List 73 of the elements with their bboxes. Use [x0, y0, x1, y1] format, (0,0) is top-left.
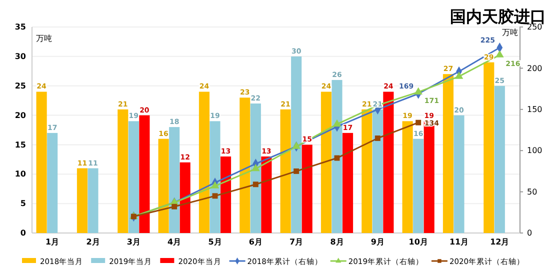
- bar: [402, 121, 413, 233]
- point: [334, 155, 340, 161]
- x-tick-label: 11月: [449, 238, 469, 247]
- point: [252, 182, 258, 188]
- bar: [118, 109, 128, 233]
- x-tick-label: 7月: [290, 238, 304, 247]
- x-tick-label: 5月: [208, 238, 222, 247]
- y2-tick-label: 50: [527, 187, 538, 196]
- point: [496, 50, 504, 58]
- y2-tick-label: 150: [527, 104, 542, 114]
- point: [332, 119, 342, 127]
- y-tick-label: 35: [14, 22, 26, 32]
- bar: [76, 168, 88, 233]
- bar: [240, 98, 250, 233]
- bar: [484, 62, 494, 233]
- y-tick-label: 10: [14, 170, 26, 179]
- y-tick-label: 5: [20, 199, 26, 208]
- bar: [128, 121, 139, 233]
- bar: [442, 74, 454, 233]
- point: [252, 164, 260, 172]
- x-tick-label: 9月: [370, 238, 384, 247]
- x-tick-label: 1月: [46, 238, 60, 247]
- y-tick-label: 15: [14, 140, 26, 150]
- point: [374, 136, 380, 141]
- bar: [342, 132, 354, 233]
- y2-tick-label: 200: [527, 64, 542, 73]
- y-tick-label: 20: [14, 110, 26, 120]
- chart-title: 国内天胶进口: [450, 7, 546, 26]
- bar: [413, 138, 424, 233]
- bar: [332, 80, 342, 233]
- bar: [210, 121, 220, 233]
- bar: [383, 92, 394, 233]
- bar: [47, 132, 58, 233]
- point: [414, 87, 422, 94]
- bar: [302, 144, 312, 233]
- x-tick-label: 12月: [490, 238, 510, 247]
- bar: [320, 92, 332, 233]
- y2-axis-title: 万吨: [502, 28, 518, 37]
- bar: [158, 138, 169, 233]
- x-tick-label: 8月: [330, 238, 344, 247]
- point: [454, 72, 464, 79]
- bar: [250, 104, 261, 233]
- bar: [139, 115, 150, 233]
- x-tick-label: 6月: [248, 238, 262, 247]
- y2-tick-label: 0: [527, 228, 532, 238]
- x-tick-label: 4月: [168, 238, 182, 247]
- point: [292, 142, 300, 149]
- bar: [169, 127, 180, 233]
- point: [294, 168, 300, 174]
- y-tick-label: 30: [14, 52, 26, 61]
- bar: [291, 56, 302, 233]
- bar: [180, 162, 190, 233]
- point: [212, 193, 218, 199]
- y2-tick-label: 100: [527, 146, 542, 156]
- bar: [36, 92, 47, 233]
- x-tick-label: 3月: [126, 238, 140, 247]
- y-axis-title: 万吨: [36, 34, 52, 43]
- point: [210, 181, 220, 188]
- bar: [454, 115, 464, 233]
- y-tick-label: 0: [20, 228, 26, 238]
- bar: [372, 109, 383, 233]
- y-tick-label: 25: [14, 81, 26, 90]
- bar: [280, 109, 291, 233]
- bar: [261, 156, 272, 233]
- bar: [220, 156, 232, 233]
- bar: [362, 109, 372, 233]
- x-tick-label: 10月: [408, 238, 428, 247]
- x-tick-label: 2月: [86, 238, 100, 247]
- bar: [198, 92, 210, 233]
- point: [172, 204, 178, 210]
- bar: [88, 168, 98, 233]
- point: [416, 120, 422, 126]
- bar: [494, 86, 505, 233]
